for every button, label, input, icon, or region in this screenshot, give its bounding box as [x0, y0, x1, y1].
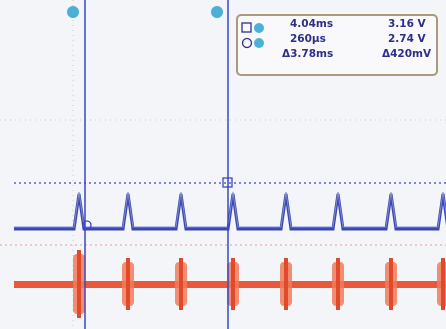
readout-time: 260µs [290, 33, 326, 45]
readout-volt: 2.74 V [388, 33, 426, 45]
page: {"cursor_readout": {"rows": [["4.04ms", … [0, 0, 446, 329]
readout-delta-volt: Δ420mV [382, 48, 431, 60]
channel-2-burst [389, 258, 393, 310]
channel-2-burst [126, 258, 130, 310]
cursor-marker [211, 6, 223, 18]
readout-delta-time: Δ3.78ms [282, 48, 333, 60]
cursor-marker [67, 6, 79, 18]
channel-2-burst [336, 258, 340, 310]
channel-2-burst [179, 258, 183, 310]
channel-2-burst [284, 258, 288, 310]
readout-time: 4.04ms [290, 18, 333, 30]
channel-2-burst [441, 258, 445, 310]
channel-2-burst [77, 250, 81, 318]
readout-icons [240, 20, 270, 60]
cursor-readout: 4.04ms 3.16 V 260µs 2.74 V Δ3.78ms Δ420m… [236, 14, 438, 76]
readout-volt: 3.16 V [388, 18, 426, 30]
channel-2-burst [231, 258, 235, 310]
